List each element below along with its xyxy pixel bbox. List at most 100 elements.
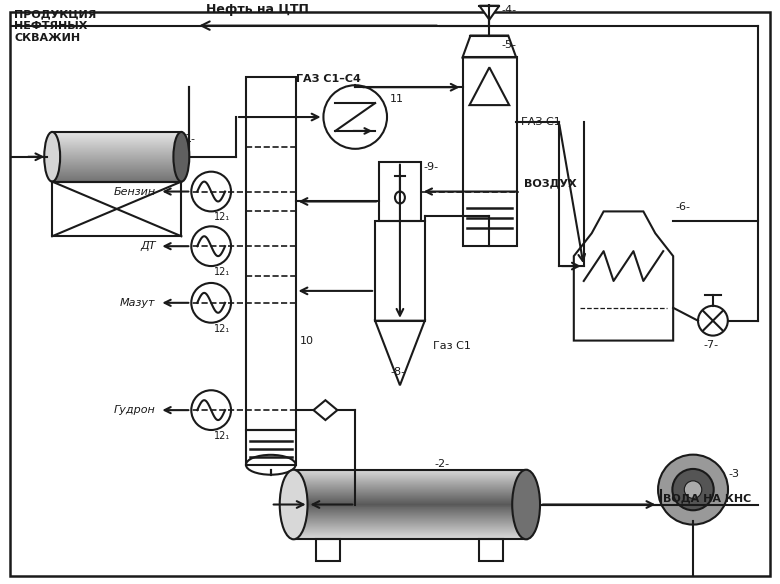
Bar [52, 145, 182, 146]
Bar [293, 470, 527, 471]
Bar [293, 522, 527, 523]
Bar [293, 510, 527, 512]
Bar [293, 488, 527, 489]
Bar [52, 158, 182, 159]
Text: -8-: -8- [390, 367, 405, 377]
Bar [293, 493, 527, 495]
Bar [293, 513, 527, 515]
Bar [293, 478, 527, 479]
Text: ВОДА НА КНС: ВОДА НА КНС [663, 493, 751, 503]
Text: Мазут: Мазут [120, 298, 155, 308]
Bar [52, 172, 182, 173]
Circle shape [698, 306, 728, 336]
Bar [52, 160, 182, 161]
Bar [52, 132, 182, 182]
Bar [52, 147, 182, 148]
Bar [52, 142, 182, 143]
Bar [52, 138, 182, 139]
Text: ГАЗ С1: ГАЗ С1 [521, 117, 561, 127]
Ellipse shape [173, 132, 190, 182]
Bar [293, 484, 527, 485]
Bar [52, 166, 182, 168]
Bar [293, 531, 527, 533]
Bar [293, 515, 527, 516]
Bar [52, 168, 182, 169]
Bar [52, 159, 182, 160]
Bar [293, 519, 527, 520]
Text: -2-: -2- [434, 459, 450, 469]
Bar [293, 472, 527, 474]
Bar [52, 182, 182, 237]
Text: ДТ: ДТ [140, 241, 155, 251]
Bar [52, 149, 182, 150]
Text: -7-: -7- [703, 339, 718, 350]
Text: 10: 10 [300, 336, 314, 346]
Bar [293, 471, 527, 472]
Bar [293, 502, 527, 503]
Bar [52, 157, 182, 158]
Text: Гудрон: Гудрон [114, 405, 155, 415]
Bar [293, 507, 527, 509]
Bar [480, 539, 503, 561]
Ellipse shape [44, 132, 60, 182]
Bar [293, 474, 527, 475]
Bar [52, 170, 182, 171]
Bar [52, 144, 182, 145]
Bar [379, 162, 420, 221]
Bar [246, 77, 296, 430]
Ellipse shape [280, 470, 307, 539]
Text: ВОЗДУХ: ВОЗДУХ [524, 179, 577, 189]
Bar [293, 496, 527, 498]
Bar [293, 537, 527, 538]
Bar [293, 530, 527, 531]
Bar [52, 133, 182, 134]
Bar [52, 178, 182, 179]
Text: 11: 11 [390, 94, 404, 104]
Bar [246, 430, 296, 465]
Bar [293, 482, 527, 484]
Bar [52, 151, 182, 152]
Bar [52, 179, 182, 180]
Bar [52, 156, 182, 157]
Bar [317, 539, 340, 561]
Bar [52, 175, 182, 176]
Bar [293, 470, 527, 539]
Text: Нефть на ЦТП: Нефть на ЦТП [206, 3, 309, 16]
Bar [52, 143, 182, 144]
Text: ПРОДУКЦИЯ
НЕФТЯНЫХ
СКВАЖИН: ПРОДУКЦИЯ НЕФТЯНЫХ СКВАЖИН [15, 10, 97, 43]
Bar [293, 500, 527, 502]
Bar [293, 499, 527, 500]
Bar [52, 141, 182, 142]
Bar [293, 536, 527, 537]
Bar [52, 134, 182, 135]
Text: -5-: -5- [502, 40, 516, 50]
Text: -4-: -4- [502, 5, 516, 15]
Bar [293, 517, 527, 519]
Text: -6-: -6- [675, 203, 690, 213]
Bar [293, 512, 527, 513]
Bar [52, 161, 182, 162]
Bar [293, 486, 527, 488]
Bar [52, 171, 182, 172]
Bar [293, 477, 527, 478]
Bar [293, 495, 527, 496]
Bar [293, 509, 527, 510]
Bar [52, 137, 182, 138]
Bar [293, 529, 527, 530]
Bar [52, 169, 182, 170]
Bar [52, 136, 182, 137]
Bar [293, 538, 527, 539]
Bar [293, 503, 527, 505]
Bar [52, 162, 182, 163]
Bar [293, 479, 527, 481]
Bar [293, 475, 527, 476]
Bar [52, 150, 182, 151]
Bar [293, 523, 527, 524]
Ellipse shape [684, 481, 702, 498]
Ellipse shape [512, 470, 540, 539]
Bar [52, 165, 182, 166]
Bar [52, 176, 182, 178]
Bar [52, 146, 182, 147]
Text: 12₁: 12₁ [215, 431, 230, 441]
Bar [52, 132, 182, 133]
